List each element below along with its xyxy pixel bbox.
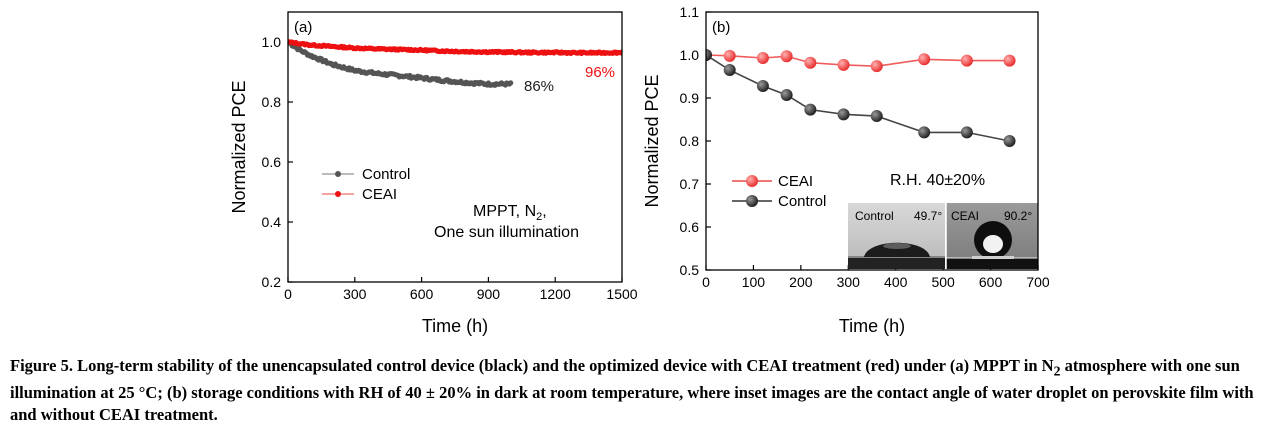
panel-b-xtick-label: 500: [931, 274, 955, 290]
panel-a-annotation-line2: One sun illumination: [434, 224, 579, 241]
panel-b-xtick-label: 400: [884, 274, 908, 290]
panel-a-xtick-label: 0: [284, 286, 292, 302]
series-control: [288, 39, 514, 88]
panel-a-xtick-label: 1200: [540, 286, 571, 302]
panel-b-legend: CEAI Control: [732, 173, 826, 210]
legend-marker-ceai: [335, 191, 341, 197]
panel-b-ytick-label: 1.0: [680, 47, 700, 63]
panel-a-legend: Control CEAI: [322, 166, 410, 203]
figure: 0 300 600 900 1200 1500 0.2 0.4 0.6 0.8 1.0 (a) No…: [229, 4, 1050, 336]
point-ceai: [756, 52, 769, 65]
point-ceai: [870, 60, 883, 73]
legend-label-control: Control: [362, 166, 410, 183]
panel-a-xlabel: Time (h): [422, 316, 488, 336]
panel-a-ytick-label: 0.2: [262, 274, 282, 290]
point-control: [918, 126, 931, 139]
panel-b-ytick-label: 0.9: [680, 90, 700, 106]
point-control: [870, 110, 883, 123]
point-control: [1003, 135, 1016, 147]
panel-b-frame: [705, 11, 1039, 271]
legend-label-ceai: CEAI: [362, 186, 397, 203]
panel-b-xlabel: Time (h): [839, 316, 905, 336]
panel-a-xtick-label: 300: [343, 286, 367, 302]
caption-part1: Figure 5. Long-term stability of the une…: [10, 356, 1054, 375]
point-ceai: [723, 49, 736, 62]
control-droplet: [864, 242, 930, 257]
panel-b-ytick-label: 0.6: [680, 219, 700, 235]
panel-a-xtick-label: 600: [410, 286, 434, 302]
panel-b-ytick-label: 0.8: [680, 133, 700, 149]
point-ceai: [837, 58, 850, 71]
point-control: [706, 49, 712, 61]
point-ceai: [1003, 54, 1016, 67]
panel-a-data: [288, 39, 622, 88]
legend-label-ceai-b: CEAI: [778, 173, 813, 190]
inset-ceai-angle: 90.2°: [1004, 209, 1032, 223]
point-control: [780, 88, 793, 101]
point-control: [804, 103, 817, 116]
panel-b-ytick-label: 0.7: [680, 176, 700, 192]
ceai-end-label: 96%: [585, 64, 615, 81]
line-ceai: [706, 54, 1010, 67]
panel-a-annotation-line1: MPPT, N2,: [473, 203, 547, 223]
inset-control-angle: 49.7°: [914, 209, 942, 223]
panel-b-ytick-label: 0.5: [680, 262, 700, 278]
legend-label-control-b: Control: [778, 193, 826, 210]
point-control: [756, 79, 769, 92]
panel-a-ytick-label: 0.4: [262, 214, 282, 230]
panel-a-label: (a): [294, 19, 312, 36]
panel-b-ytick-label: 1.1: [680, 4, 700, 20]
contact-angle-inset: Control 49.7° CEAI 90.2°: [848, 203, 1038, 269]
subscript-2: 2: [536, 211, 542, 223]
panel-a: 0 300 600 900 1200 1500 0.2 0.4 0.6 0.8 1.0 (a) No…: [229, 11, 638, 336]
inset-control-label: Control: [855, 209, 894, 223]
panel-b-xtick-label: 700: [1026, 274, 1050, 290]
inset-ceai-label: CEAI: [951, 209, 979, 223]
point-ceai: [960, 54, 973, 67]
panel-a-xtick-label: 1500: [606, 286, 637, 302]
legend-marker-control: [335, 171, 341, 177]
panel-a-ticks: 0 300 600 900 1200 1500 0.2 0.4 0.6 0.8 1.0: [262, 34, 638, 302]
figure-caption: Figure 5. Long-term stability of the une…: [10, 355, 1272, 426]
point-control: [837, 108, 850, 121]
caption-subscript: 2: [1053, 363, 1061, 379]
panel-b-annotation: R.H. 40±20%: [890, 172, 985, 189]
point-control: [960, 126, 973, 139]
legend-marker-ceai-b: [746, 175, 758, 187]
point-ceai: [918, 53, 931, 66]
panel-a-xtick-label: 900: [477, 286, 501, 302]
panel-b: 0 100 200 300 400 500 600 700 0.5 0.6 0.7 0.8 0.9 1.0…: [642, 4, 1050, 336]
point-control: [723, 64, 736, 77]
point-ceai: [804, 56, 817, 69]
panel-b-ylabel: Normalized PCE: [642, 74, 662, 207]
panel-b-data: [706, 49, 1016, 147]
panel-a-frame: [287, 11, 623, 283]
legend-marker-control-b: [746, 195, 758, 207]
panel-b-xtick-label: 0: [702, 274, 710, 290]
panel-a-ytick-label: 1.0: [262, 34, 282, 50]
panel-b-xtick-label: 200: [789, 274, 813, 290]
panel-a-ytick-label: 0.8: [262, 94, 282, 110]
line-control: [706, 54, 1010, 142]
point-ceai: [780, 50, 793, 63]
caption-part2: atmosphere with one sun illumination at …: [10, 356, 1254, 425]
panel-b-xtick-label: 300: [837, 274, 861, 290]
series-ceai: [288, 39, 622, 57]
control-end-label: 86%: [524, 78, 554, 95]
panel-a-ytick-label: 0.6: [262, 154, 282, 170]
panel-b-xtick-label: 600: [979, 274, 1003, 290]
panel-b-xtick-label: 100: [742, 274, 766, 290]
panel-b-label: (b): [712, 19, 730, 36]
point-control: [508, 80, 514, 86]
panel-a-ylabel: Normalized PCE: [229, 80, 249, 213]
panel-b-ticks: 0 100 200 300 400 500 600 700 0.5 0.6 0.7 0.8 0.9 1.0…: [680, 4, 1050, 290]
